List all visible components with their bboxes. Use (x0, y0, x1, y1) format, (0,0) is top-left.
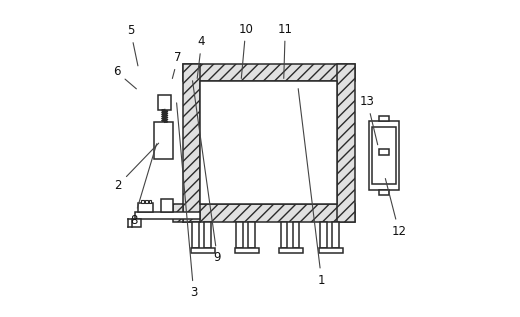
Bar (379, 190, 388, 195)
Text: 5: 5 (127, 24, 138, 66)
Text: 4: 4 (197, 35, 205, 78)
Bar (279, 249, 303, 254)
Text: 6: 6 (113, 65, 136, 89)
Bar (235, 249, 259, 254)
Bar (204, 222, 211, 249)
Bar (183, 64, 355, 81)
Bar (249, 222, 255, 249)
Text: 3: 3 (177, 103, 198, 299)
Bar (293, 222, 300, 249)
Text: 10: 10 (238, 23, 253, 78)
Bar (337, 64, 355, 222)
Bar (320, 222, 327, 249)
Text: 9: 9 (192, 81, 221, 264)
Text: 13: 13 (360, 95, 378, 145)
Bar (332, 222, 339, 249)
Bar (319, 249, 343, 254)
Text: 11: 11 (278, 23, 293, 78)
Bar (200, 81, 337, 204)
Bar (145, 200, 148, 203)
Text: 1: 1 (298, 89, 326, 287)
Bar (379, 149, 388, 155)
Bar (161, 199, 173, 212)
Bar (236, 222, 243, 249)
Bar (149, 200, 151, 203)
Bar (372, 127, 396, 184)
Bar (173, 204, 183, 222)
Text: 7: 7 (172, 51, 181, 79)
Bar (280, 222, 288, 249)
Bar (135, 212, 200, 219)
Bar (183, 64, 200, 222)
Bar (183, 204, 355, 222)
Bar (379, 116, 388, 121)
Bar (369, 121, 399, 190)
Text: 12: 12 (385, 178, 406, 237)
Bar (192, 222, 199, 249)
Bar (138, 203, 153, 212)
Text: 8: 8 (130, 144, 157, 227)
Bar (191, 249, 215, 254)
Bar (141, 200, 144, 203)
Bar (154, 122, 173, 158)
Bar (132, 219, 141, 227)
Text: 2: 2 (114, 143, 159, 192)
Bar (159, 95, 171, 110)
